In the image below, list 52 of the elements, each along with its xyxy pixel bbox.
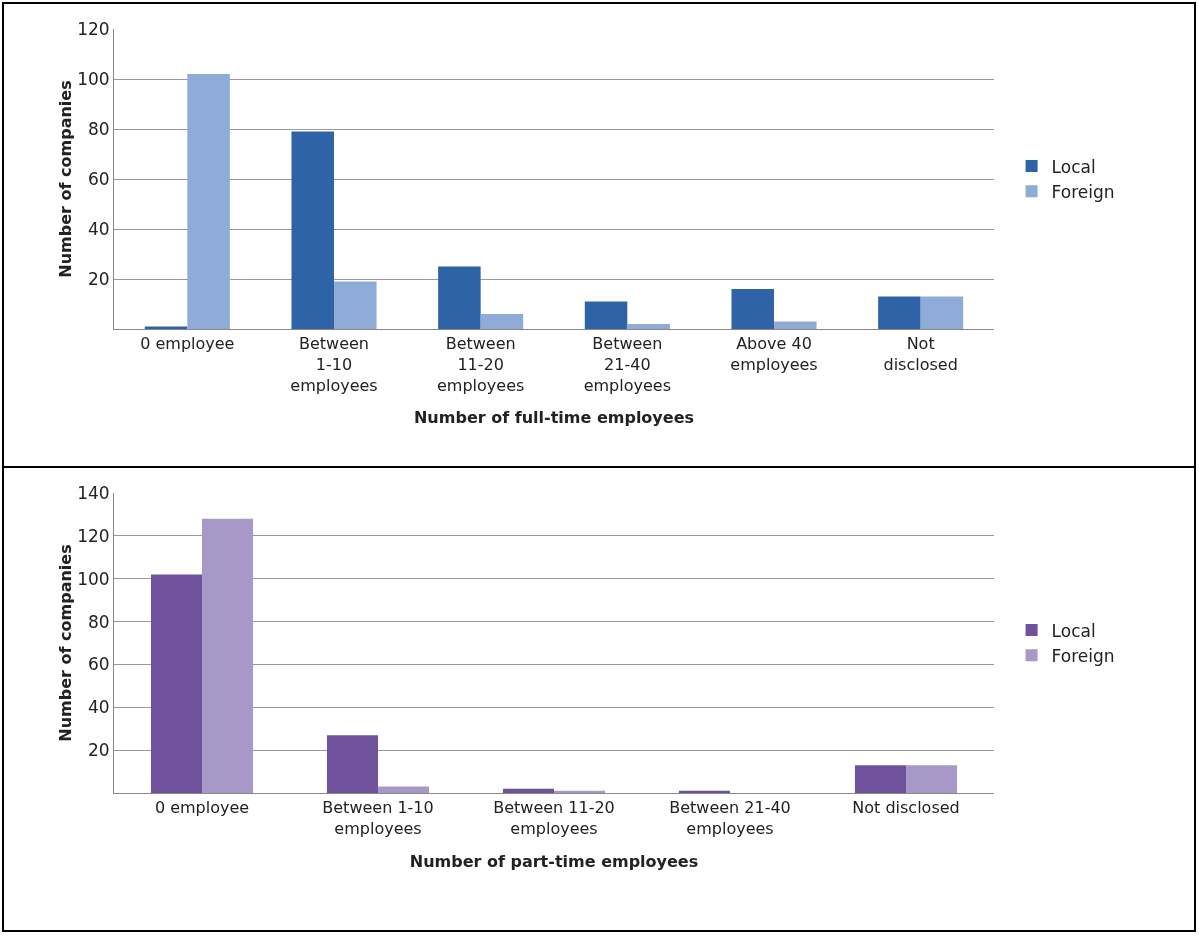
y-tick-label: 40 [87, 697, 110, 718]
y-tick-label: 140 [77, 482, 110, 503]
legend-label: Local [1051, 620, 1096, 641]
bar [438, 266, 481, 329]
x-tick-label: Between 11-20 employees [437, 334, 525, 395]
bar [502, 788, 554, 793]
y-tick-label: 100 [77, 68, 110, 89]
bar [774, 321, 817, 329]
y-tick-label: 80 [87, 118, 110, 139]
bar [202, 518, 254, 793]
x-axis-title: Number of part-time employees [409, 851, 699, 871]
x-tick-label: 0 employee [154, 798, 250, 818]
bar [378, 786, 430, 793]
x-tick-label: Between 1-10 employees [322, 798, 434, 838]
x-tick-label: Between 21-40 employees [583, 334, 671, 395]
bar [150, 574, 202, 793]
x-tick-label: Above 40 employees [730, 334, 818, 374]
y-tick-label: 120 [77, 18, 110, 39]
x-tick-label: Between 1-10 employees [290, 334, 378, 395]
bar [678, 790, 730, 793]
bar [554, 790, 606, 793]
x-axis-title: Number of full-time employees [413, 408, 695, 428]
bar [878, 296, 921, 329]
y-tick-label: 20 [87, 268, 110, 289]
bar [291, 131, 334, 329]
x-tick-label: Between 21-40 employees [669, 798, 791, 838]
bar [334, 281, 377, 329]
bar [906, 765, 958, 793]
x-tick-label: 0 employee [140, 334, 235, 354]
bar [731, 289, 774, 329]
x-tick-label: Not disclosed [852, 798, 960, 818]
y-tick-label: 20 [87, 740, 110, 761]
bar [187, 74, 230, 329]
x-tick-label: Not disclosed [883, 334, 958, 374]
y-axis-title: Number of companies [56, 80, 76, 278]
y-tick-label: 80 [87, 611, 110, 632]
bar [854, 765, 906, 793]
legend-label: Foreign [1051, 181, 1115, 202]
y-axis-title: Number of companies [56, 544, 76, 742]
bar [920, 296, 964, 329]
legend-label: Local [1051, 156, 1096, 177]
bar [480, 314, 524, 329]
y-tick-label: 40 [87, 218, 110, 239]
legend-label: Foreign [1051, 645, 1115, 666]
bar [584, 301, 628, 329]
y-tick-label: 120 [77, 525, 110, 546]
y-tick-label: 100 [77, 568, 110, 589]
y-tick-label: 60 [87, 168, 110, 189]
y-tick-label: 60 [87, 654, 110, 675]
x-tick-label: Between 11-20 employees [493, 798, 615, 838]
bar [627, 324, 670, 329]
bar [326, 735, 378, 793]
